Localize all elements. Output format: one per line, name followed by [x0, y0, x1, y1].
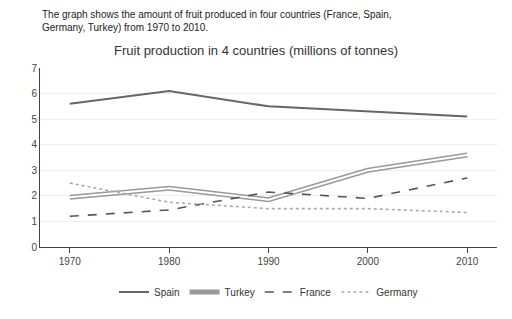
svg-text:2: 2 [31, 190, 37, 201]
svg-text:4: 4 [31, 139, 37, 150]
svg-text:1970: 1970 [59, 256, 82, 267]
svg-text:1980: 1980 [158, 256, 181, 267]
svg-text:2000: 2000 [357, 256, 380, 267]
svg-text:Fruit production in 4 countrie: Fruit production in 4 countries (million… [114, 43, 398, 58]
svg-text:2010: 2010 [456, 256, 479, 267]
svg-text:0: 0 [31, 242, 37, 253]
svg-text:5: 5 [31, 114, 37, 125]
svg-text:6: 6 [31, 88, 37, 99]
svg-text:3: 3 [31, 165, 37, 176]
svg-text:Germany: Germany [376, 287, 417, 298]
svg-text:Turkey: Turkey [225, 287, 255, 298]
svg-text:Spain: Spain [154, 287, 180, 298]
svg-text:1990: 1990 [257, 256, 280, 267]
svg-text:1: 1 [31, 216, 37, 227]
svg-text:The graph shows the amount of: The graph shows the amount of fruit prod… [42, 9, 392, 33]
svg-text:France: France [300, 287, 332, 298]
svg-text:7: 7 [31, 63, 37, 74]
